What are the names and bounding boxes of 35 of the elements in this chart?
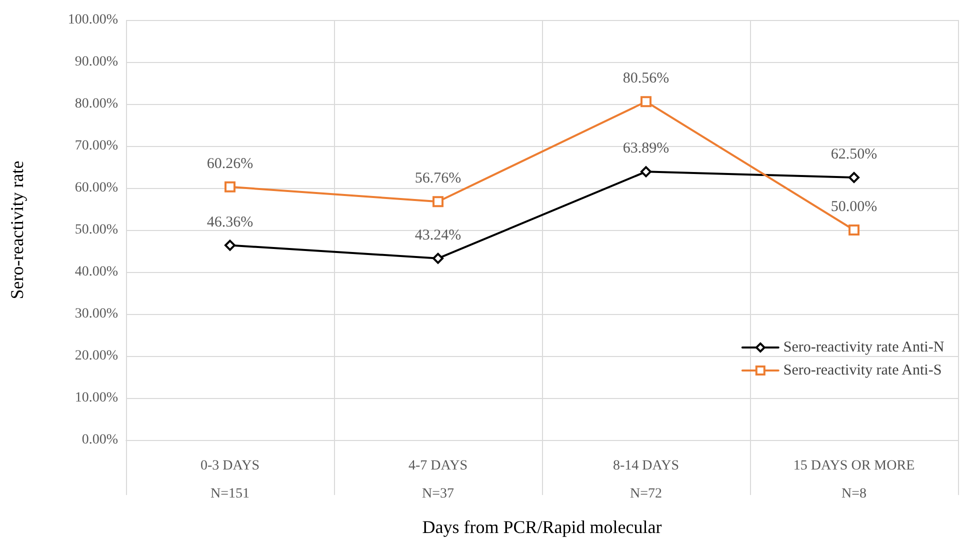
x-axis-title: Days from PCR/Rapid molecular <box>422 517 662 537</box>
y-tick-label: 80.00% <box>74 96 118 112</box>
legend-label: Sero-reactivity rate Anti-S <box>783 362 942 378</box>
y-tick-label: 90.00% <box>74 54 118 70</box>
y-tick-label: 20.00% <box>74 348 118 364</box>
y-tick-label: 70.00% <box>74 138 118 154</box>
data-label: 62.50% <box>830 146 878 162</box>
point <box>640 166 652 178</box>
y-tick-label: 60.00% <box>74 180 118 196</box>
x-tick-label: 8-14 DAYS N=72 <box>613 458 679 502</box>
x-tick-label: 0-3 DAYS N=151 <box>200 458 260 502</box>
x-tick-label: 4-7 DAYS N=37 <box>408 458 468 502</box>
y-tick-label: 100.00% <box>68 12 118 28</box>
point <box>224 181 236 192</box>
y-tick-label: 40.00% <box>74 264 118 280</box>
point <box>432 196 444 208</box>
legend-label: Sero-reactivity rate Anti-N <box>783 340 944 356</box>
data-label: 46.36% <box>206 214 254 230</box>
data-label: 60.26% <box>206 156 254 172</box>
point <box>224 240 236 251</box>
y-axis-title: Sero-reactivity rate <box>7 160 27 300</box>
point <box>848 172 860 183</box>
data-label: 56.76% <box>414 170 462 187</box>
y-tick-label: 10.00% <box>74 390 118 406</box>
x-tick-label: 15 DAYS OR MORE N=8 <box>793 458 915 502</box>
y-tick-label: 50.00% <box>74 222 118 238</box>
point <box>640 96 652 108</box>
data-label: 80.56% <box>622 70 670 87</box>
data-label: 63.89% <box>622 140 670 157</box>
data-label: 50.00% <box>830 199 878 215</box>
point <box>432 252 444 264</box>
y-tick-label: 0.00% <box>82 432 118 448</box>
data-label: 43.24% <box>414 227 462 244</box>
point <box>848 224 860 236</box>
y-tick-label: 30.00% <box>74 306 118 322</box>
